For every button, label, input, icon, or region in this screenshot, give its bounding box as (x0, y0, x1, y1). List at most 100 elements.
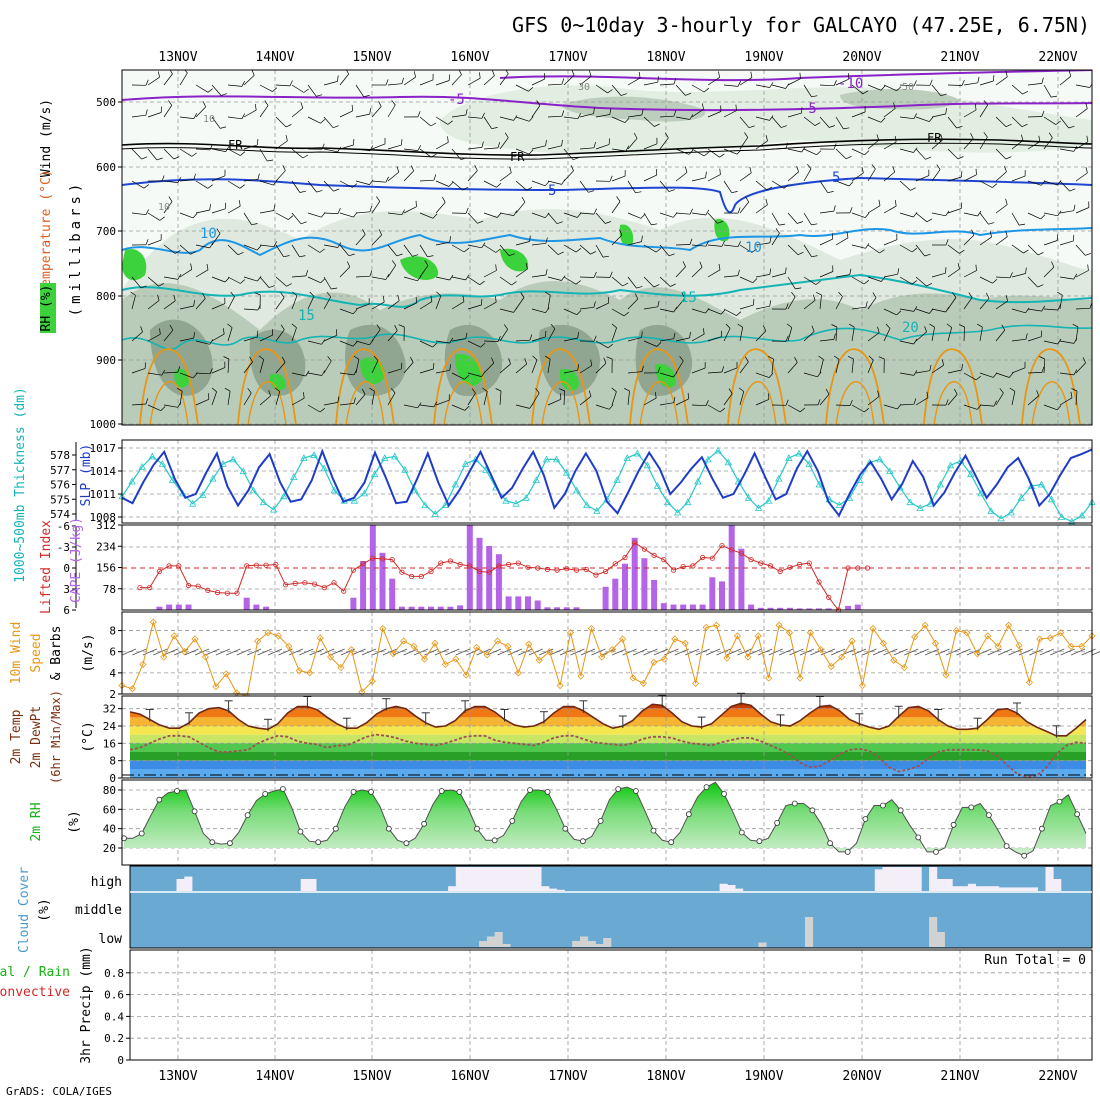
thickness-marker (522, 493, 530, 501)
li-marker (583, 566, 589, 573)
temp-band (130, 752, 1086, 761)
wind-barb-flag (193, 113, 198, 119)
rh-marker (880, 802, 886, 809)
wind-barb (851, 276, 865, 285)
tick-label: 0 (109, 772, 116, 785)
wind-barb (659, 372, 674, 378)
wind-barb-flag (624, 118, 630, 123)
surface-barb (153, 648, 168, 656)
wind-barb (1075, 307, 1091, 310)
li-marker (738, 550, 745, 556)
wind-barb-flag (558, 251, 564, 255)
wind-barb-flag (684, 166, 688, 173)
wind-barb (1059, 180, 1070, 192)
cloud-high-bar (874, 869, 883, 891)
surface-barb (309, 648, 324, 656)
li-marker (185, 582, 192, 589)
wind-barb (179, 212, 194, 219)
wind-barb (227, 296, 235, 310)
wind-barb-flag (145, 209, 150, 215)
wind-barb (163, 180, 178, 183)
wind-barb (163, 148, 175, 160)
wind-barb (595, 340, 609, 349)
wind-barb (787, 276, 796, 290)
wind-barb-flag (130, 291, 136, 296)
wind-barb-flag (1041, 77, 1044, 84)
wind-barb-flag (361, 388, 366, 395)
wind-barb-flag (750, 71, 753, 78)
wind-barb (147, 276, 159, 287)
thickness-marker (765, 496, 773, 504)
thickness-marker (431, 510, 439, 517)
li-marker (535, 565, 541, 571)
cape-bar (495, 554, 502, 610)
li-marker (156, 568, 162, 575)
wind-barb (1011, 212, 1020, 226)
wind-barb-flag (247, 388, 252, 394)
wind-barb (435, 116, 449, 125)
wind-barb-flag (432, 213, 438, 219)
thickness-marker (370, 470, 379, 478)
wind-barb (723, 110, 737, 118)
wind-barb (899, 308, 914, 312)
wind-barb-flag (337, 208, 341, 214)
cloud-high-bar (479, 867, 488, 891)
rh-marker (915, 834, 922, 841)
wind-barb (995, 171, 1007, 182)
wind-marker (942, 671, 950, 679)
wind-barb-flag (785, 303, 789, 310)
wind-barb-flag (465, 207, 469, 214)
tick-label: 0 (63, 562, 70, 575)
thickness-marker (350, 496, 359, 504)
tick-label: 0.6 (104, 989, 124, 1002)
wind-barb (963, 326, 965, 342)
wind-barb (227, 391, 231, 406)
wind-barb (355, 211, 371, 214)
cloud-high-bar (494, 867, 503, 891)
wind-barb-flag (561, 139, 563, 146)
thickness-marker (360, 489, 369, 497)
wind-barb (595, 144, 610, 150)
wind-barb (387, 104, 396, 118)
wind-barb (787, 362, 798, 374)
wind-barb (755, 399, 769, 406)
cloud-low-bar (929, 917, 938, 947)
wind-barb (867, 332, 880, 342)
wind-barb-flag (1005, 198, 1008, 205)
wind-barb (547, 398, 561, 406)
temperature-mask (122, 696, 1092, 736)
precip-panel: 0.80.60.40.20 Run Total = 0 Total / Rain… (0, 946, 1093, 1067)
wind-barb (979, 180, 993, 188)
wind-barb-flag (177, 274, 182, 280)
wind-marker (1025, 678, 1033, 686)
li-marker (457, 561, 463, 568)
wind-barb (579, 244, 591, 255)
wind-barb (339, 180, 353, 188)
wind-barb-flag (865, 301, 868, 308)
wind-barb-flag (879, 249, 885, 254)
surface-barb (330, 648, 345, 656)
cloud-high-bar (300, 879, 309, 891)
wind-barb-flag (436, 291, 442, 297)
surface-barb (299, 648, 314, 656)
wind-barb (963, 212, 978, 217)
wind-barb-flag (240, 151, 246, 156)
cloud-high-bar (898, 867, 907, 891)
wind-barb (723, 244, 738, 248)
li-marker (641, 546, 648, 552)
wind-barb-flag (983, 132, 988, 138)
wind-barb (387, 265, 396, 278)
wind-barb-flag (206, 263, 209, 270)
thickness-marker (967, 470, 975, 478)
wind-barb-flag (913, 338, 918, 345)
wind-barb-flag (526, 187, 533, 191)
wind-barb (275, 140, 288, 150)
wind-barb-flag (497, 142, 501, 149)
wind-barb (451, 114, 466, 118)
wind-barb-flag (256, 245, 262, 251)
wind-barb-flag (251, 70, 255, 76)
wind-barb (435, 141, 449, 150)
cape-bar (369, 525, 376, 610)
wind-barb-flag (705, 171, 707, 178)
